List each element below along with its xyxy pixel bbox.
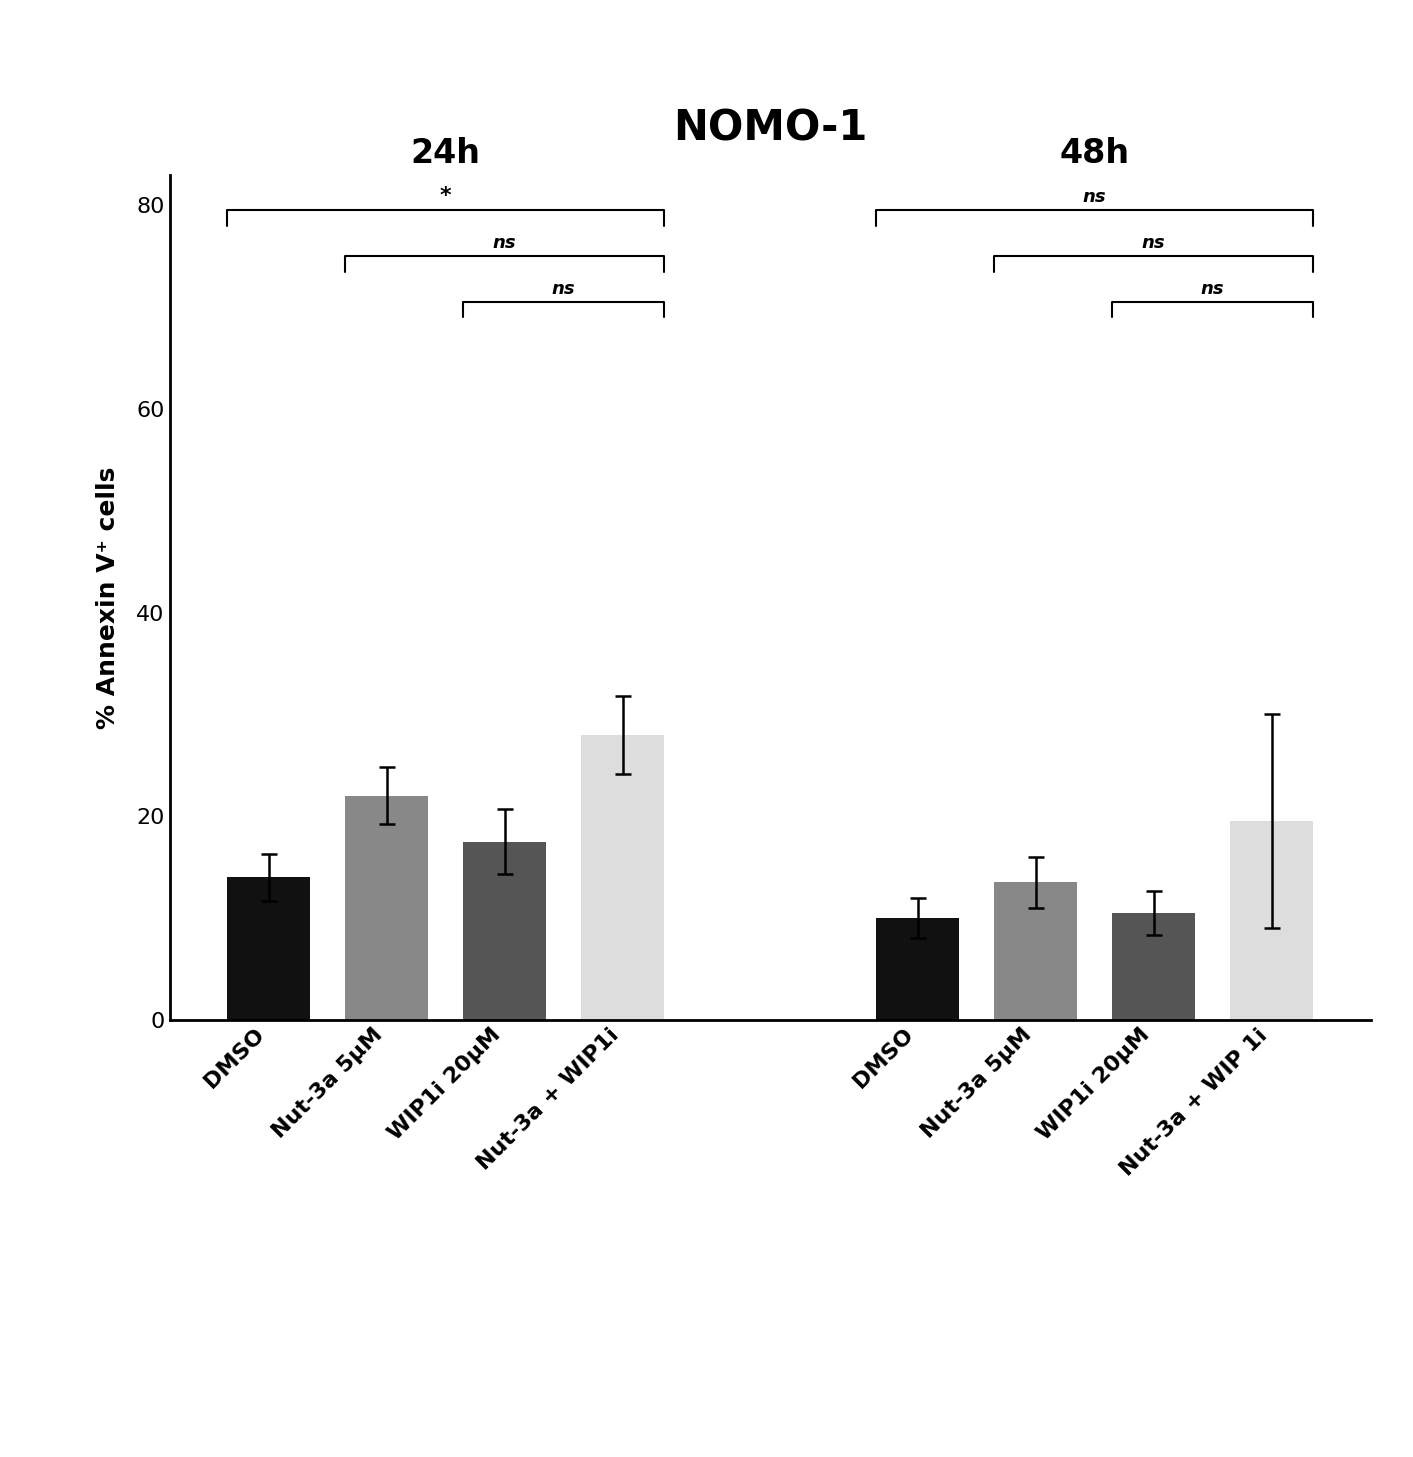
Text: ns: ns	[1201, 280, 1224, 299]
Text: ns: ns	[552, 280, 575, 299]
Y-axis label: % Annexin V⁺ cells: % Annexin V⁺ cells	[96, 466, 120, 728]
Title: NOMO-1: NOMO-1	[673, 108, 868, 149]
Text: *: *	[439, 186, 451, 207]
Bar	[463, 842, 545, 1020]
Text: ns: ns	[1082, 188, 1106, 207]
Bar	[1231, 822, 1313, 1020]
Bar	[876, 918, 959, 1020]
Bar	[995, 883, 1077, 1020]
Text: 24h: 24h	[411, 137, 480, 170]
Bar	[581, 734, 664, 1020]
Bar	[227, 877, 309, 1020]
Text: ns: ns	[1142, 235, 1166, 252]
Bar	[1112, 914, 1195, 1020]
Text: ns: ns	[493, 235, 516, 252]
Text: 48h: 48h	[1060, 137, 1129, 170]
Bar	[345, 796, 428, 1020]
